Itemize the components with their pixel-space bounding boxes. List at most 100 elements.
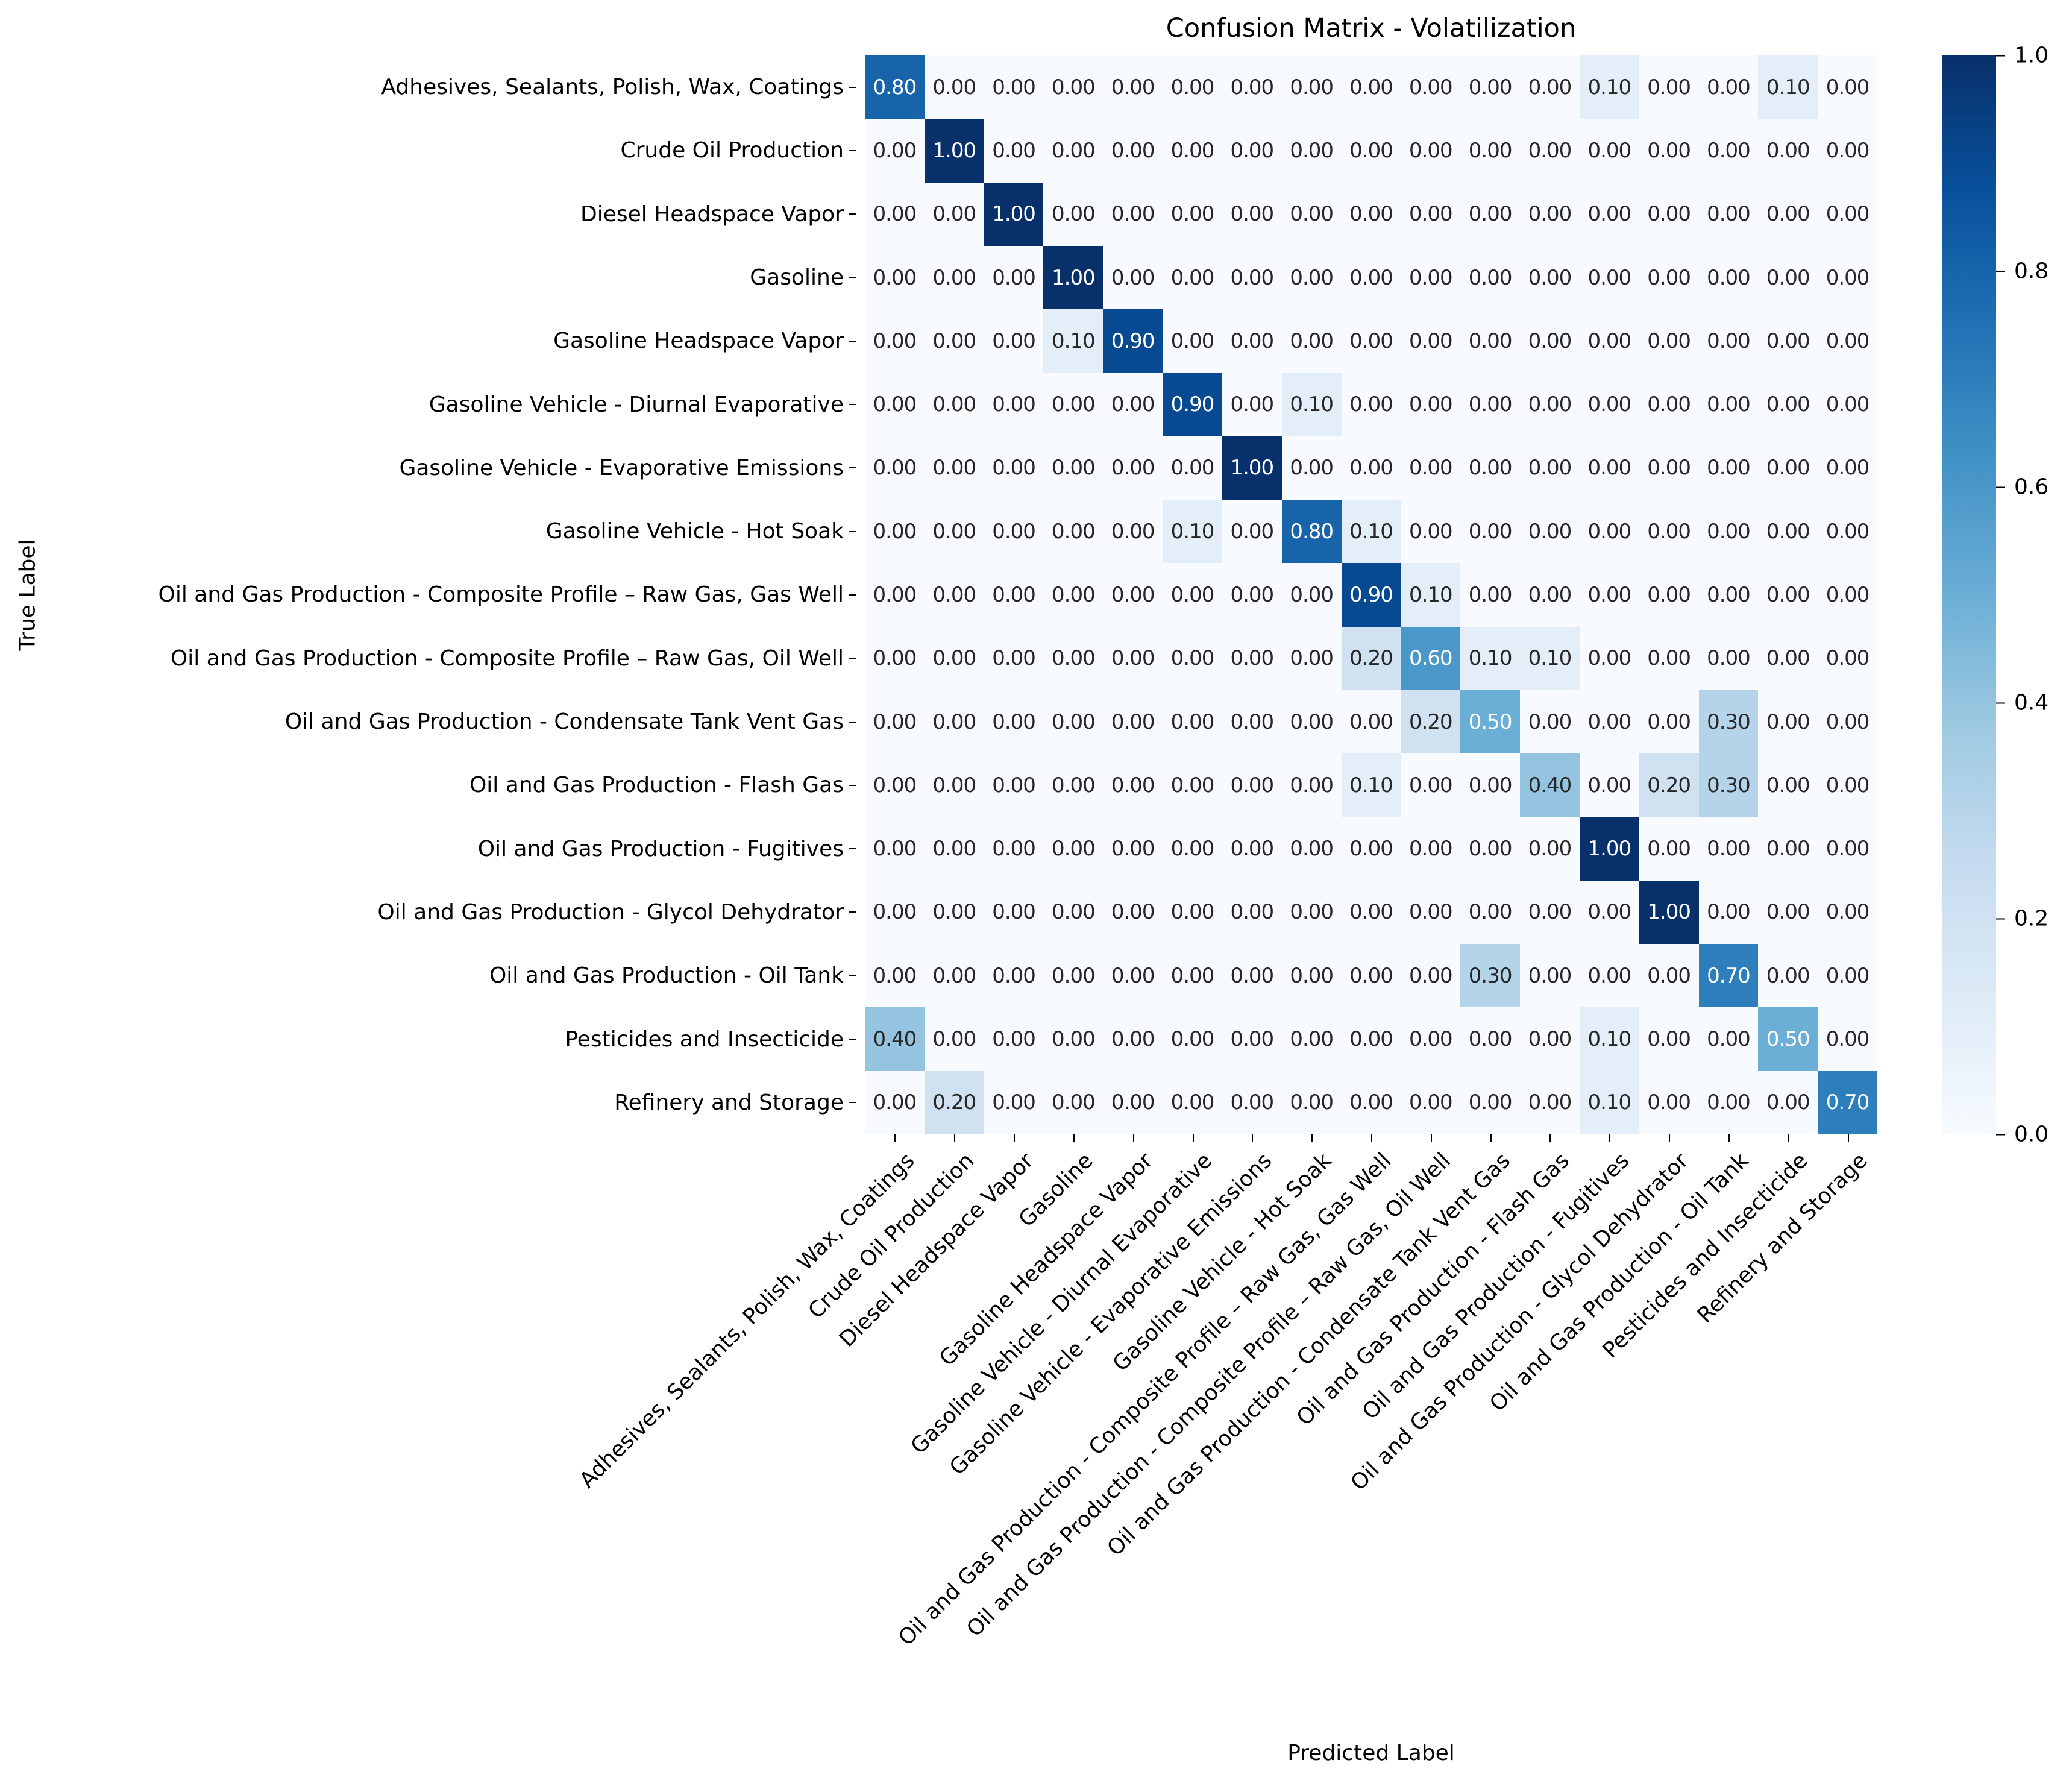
matrix-cell: 0.20	[1401, 690, 1461, 754]
matrix-cell: 0.00	[1341, 119, 1401, 183]
matrix-cell: 0.00	[1758, 500, 1818, 564]
matrix-cell: 0.00	[1222, 119, 1282, 183]
matrix-cell: 0.00	[1758, 753, 1818, 817]
matrix-cell: 0.00	[1103, 563, 1163, 627]
matrix-cell: 0.10	[1341, 753, 1401, 817]
matrix-cell: 0.00	[984, 626, 1044, 690]
matrix-cell: 0.00	[1222, 1071, 1282, 1134]
matrix-cell: 0.10	[1579, 55, 1639, 119]
colorbar	[1942, 55, 1996, 1134]
matrix-cell: 0.00	[1818, 182, 1877, 246]
matrix-cell: 0.00	[1460, 436, 1521, 500]
matrix-cell: 0.80	[1281, 500, 1342, 564]
matrix-cell: 0.10	[1460, 626, 1521, 690]
matrix-cell: 0.00	[1281, 119, 1342, 183]
matrix-cell: 0.00	[1043, 182, 1103, 246]
colorbar-tick-label: 0.8	[1996, 259, 2048, 284]
matrix-cell: 0.00	[1520, 944, 1580, 1008]
matrix-cell: 0.00	[1281, 563, 1342, 627]
y-tick-label: Oil and Gas Production - Oil Tank	[159, 944, 856, 1007]
matrix-cell: 0.00	[1341, 55, 1401, 119]
x-tick-mark	[1520, 1134, 1580, 1143]
matrix-cell: 0.00	[1341, 690, 1401, 754]
matrix-cell: 0.00	[1698, 309, 1759, 373]
matrix-cell: 0.00	[1758, 373, 1818, 436]
matrix-cell: 0.00	[1639, 500, 1699, 564]
matrix-cell: 0.00	[1639, 182, 1699, 246]
x-tick-mark	[1580, 1134, 1639, 1143]
matrix-cell: 0.30	[1698, 753, 1759, 817]
matrix-cell: 1.00	[1639, 880, 1699, 945]
matrix-cell: 0.00	[1163, 309, 1222, 373]
matrix-cell: 0.00	[1698, 500, 1759, 564]
matrix-cell: 0.00	[924, 309, 984, 373]
matrix-cell: 0.00	[865, 373, 925, 436]
matrix-cell: 0.00	[1281, 944, 1342, 1008]
matrix-cell: 0.00	[1401, 309, 1461, 373]
matrix-cell: 0.00	[1698, 373, 1759, 436]
matrix-cell: 0.00	[1401, 1071, 1461, 1134]
x-tick-mark	[1460, 1134, 1520, 1143]
matrix-cell: 0.00	[1043, 55, 1103, 119]
matrix-cell: 0.00	[1639, 1071, 1699, 1134]
matrix-cell: 1.00	[984, 182, 1044, 246]
matrix-cell: 0.00	[1103, 182, 1163, 246]
matrix-cell: 0.00	[1341, 880, 1401, 945]
matrix-cell: 0.00	[1281, 55, 1342, 119]
matrix-cell: 0.00	[1222, 880, 1282, 945]
matrix-cell: 0.00	[1103, 1007, 1163, 1071]
matrix-cell: 0.00	[1401, 119, 1461, 183]
matrix-cell: 0.00	[1222, 690, 1282, 754]
matrix-cell: 0.00	[1281, 626, 1342, 690]
x-tick-mark	[1639, 1134, 1699, 1143]
y-axis-label: True Label	[15, 539, 40, 651]
matrix-cell: 0.00	[1222, 373, 1282, 436]
matrix-cell: 0.60	[1401, 626, 1461, 690]
matrix-cell: 1.00	[924, 119, 984, 183]
y-tick-label: Gasoline Vehicle - Evaporative Emissions	[159, 436, 856, 500]
matrix-cell: 0.00	[984, 500, 1044, 564]
matrix-cell: 0.00	[1163, 626, 1222, 690]
matrix-cell: 0.00	[1043, 753, 1103, 817]
matrix-cell: 0.10	[1043, 309, 1103, 373]
matrix-cell: 0.00	[1639, 563, 1699, 627]
y-tick-label: Oil and Gas Production - Condensate Tank…	[159, 690, 856, 753]
matrix-cell: 0.70	[1818, 1071, 1877, 1134]
matrix-cell: 0.00	[1460, 182, 1521, 246]
matrix-cell: 0.00	[865, 245, 925, 310]
matrix-cell: 0.00	[1401, 500, 1461, 564]
matrix-cell: 0.00	[1103, 373, 1163, 436]
x-tick-mark	[865, 1134, 925, 1143]
matrix-cell: 0.00	[1758, 309, 1818, 373]
matrix-cell: 1.00	[1222, 436, 1282, 500]
matrix-cell: 0.00	[1818, 373, 1877, 436]
matrix-cell: 0.00	[1222, 944, 1282, 1008]
matrix-cell: 0.00	[1281, 1071, 1342, 1134]
matrix-cell: 0.00	[1818, 500, 1877, 564]
x-tick-label: Oil and Gas Production - Flash Gas	[1292, 1148, 1575, 1431]
matrix-cell: 0.00	[1639, 817, 1699, 881]
y-tick-label: Gasoline	[159, 246, 856, 309]
matrix-cell: 0.00	[1579, 753, 1639, 817]
matrix-cell: 0.00	[1639, 119, 1699, 183]
colorbar-tick-label: 0.6	[1996, 475, 2048, 500]
matrix-cell: 0.00	[1043, 119, 1103, 183]
colorbar-ticks: 0.0 0.2 0.4 0.6 0.8 1.0	[1996, 43, 2068, 1147]
matrix-cell: 0.00	[1579, 182, 1639, 246]
matrix-cell: 0.10	[1163, 500, 1222, 564]
matrix-cell: 0.00	[1520, 563, 1580, 627]
matrix-cell: 0.00	[1460, 119, 1521, 183]
matrix-cell: 0.00	[1103, 626, 1163, 690]
matrix-cell: 0.00	[1341, 373, 1401, 436]
matrix-cell: 0.00	[1222, 753, 1282, 817]
matrix-cell: 0.00	[1818, 245, 1877, 310]
matrix-cell: 0.00	[1103, 944, 1163, 1008]
matrix-cell: 0.00	[1043, 500, 1103, 564]
matrix-cell: 0.00	[984, 373, 1044, 436]
matrix-cell: 0.00	[924, 245, 984, 310]
matrix-cell: 0.00	[924, 1007, 984, 1071]
matrix-cell: 0.00	[1043, 563, 1103, 627]
matrix-cell: 0.00	[1043, 1007, 1103, 1071]
matrix-cell: 0.90	[1103, 309, 1163, 373]
matrix-cell: 0.00	[1698, 436, 1759, 500]
